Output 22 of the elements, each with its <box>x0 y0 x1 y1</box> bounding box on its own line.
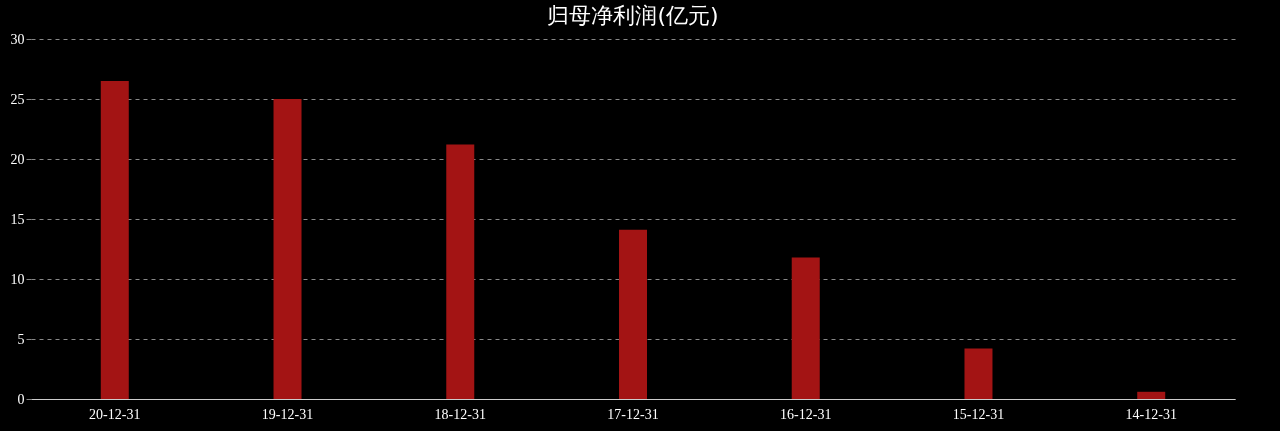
x-tick-label: 14-12-31 <box>1125 406 1177 422</box>
x-tick-label: 20-12-31 <box>89 406 141 422</box>
bar <box>273 99 302 399</box>
bar <box>791 257 820 399</box>
x-tick-label: 19-12-31 <box>261 406 314 422</box>
y-tick-label: 20 <box>10 151 25 167</box>
x-tick-label: 15-12-31 <box>952 406 1005 422</box>
x-tick-label: 18-12-31 <box>434 406 486 422</box>
y-tick-label: 15 <box>10 211 25 227</box>
y-tick-label: 5 <box>17 331 25 347</box>
bar <box>100 81 129 399</box>
bar <box>619 229 647 399</box>
bar <box>1137 391 1166 399</box>
bar <box>446 144 475 399</box>
y-tick-label: 25 <box>10 91 25 107</box>
y-tick-label: 30 <box>10 31 25 47</box>
chart-title: 归母净利润(亿元) <box>547 3 719 28</box>
y-tick-label: 10 <box>10 271 25 287</box>
x-tick-label: 16-12-31 <box>780 406 832 422</box>
x-tick-label: 17-12-31 <box>607 406 659 422</box>
bar <box>964 348 993 399</box>
y-tick-label: 0 <box>17 391 25 407</box>
